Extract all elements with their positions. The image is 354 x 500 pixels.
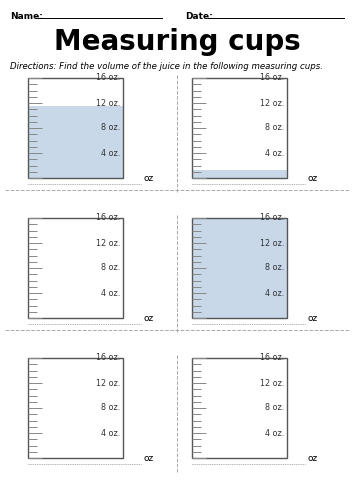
Bar bbox=[192, 218, 287, 318]
Text: oz: oz bbox=[144, 174, 154, 183]
Text: 4 oz.: 4 oz. bbox=[101, 428, 120, 438]
Text: 4 oz.: 4 oz. bbox=[265, 288, 284, 298]
Text: 16 oz.: 16 oz. bbox=[260, 354, 284, 362]
Bar bbox=[28, 358, 123, 458]
Text: 12 oz.: 12 oz. bbox=[96, 378, 120, 388]
Text: 12 oz.: 12 oz. bbox=[96, 238, 120, 248]
Text: 8 oz.: 8 oz. bbox=[265, 404, 284, 412]
Bar bbox=[192, 170, 287, 178]
Text: 16 oz.: 16 oz. bbox=[96, 354, 120, 362]
Text: 8 oz.: 8 oz. bbox=[101, 404, 120, 412]
Text: 12 oz.: 12 oz. bbox=[96, 98, 120, 108]
Text: 12 oz.: 12 oz. bbox=[259, 378, 284, 388]
Text: 4 oz.: 4 oz. bbox=[265, 428, 284, 438]
Text: 8 oz.: 8 oz. bbox=[265, 264, 284, 272]
Bar bbox=[28, 218, 123, 318]
Text: oz: oz bbox=[308, 454, 318, 463]
Text: 4 oz.: 4 oz. bbox=[265, 148, 284, 158]
Text: 16 oz.: 16 oz. bbox=[260, 74, 284, 82]
Text: Date:: Date: bbox=[185, 12, 213, 21]
Text: 4 oz.: 4 oz. bbox=[101, 148, 120, 158]
Text: oz: oz bbox=[308, 314, 318, 323]
Text: oz: oz bbox=[144, 314, 154, 323]
Text: Directions: Find the volume of the juice in the following measuring cups.: Directions: Find the volume of the juice… bbox=[10, 62, 323, 71]
Text: 8 oz.: 8 oz. bbox=[265, 124, 284, 132]
Bar bbox=[192, 358, 287, 458]
Text: 16 oz.: 16 oz. bbox=[96, 214, 120, 222]
Text: Measuring cups: Measuring cups bbox=[53, 28, 301, 56]
Bar bbox=[28, 78, 123, 178]
Bar bbox=[192, 218, 287, 318]
Text: 12 oz.: 12 oz. bbox=[259, 98, 284, 108]
Text: oz: oz bbox=[308, 174, 318, 183]
Text: 16 oz.: 16 oz. bbox=[260, 214, 284, 222]
Text: 12 oz.: 12 oz. bbox=[259, 238, 284, 248]
Text: 16 oz.: 16 oz. bbox=[96, 74, 120, 82]
Text: 4 oz.: 4 oz. bbox=[101, 288, 120, 298]
Text: 8 oz.: 8 oz. bbox=[101, 124, 120, 132]
Bar bbox=[192, 78, 287, 178]
Text: oz: oz bbox=[144, 454, 154, 463]
Bar bbox=[28, 106, 123, 178]
Text: 8 oz.: 8 oz. bbox=[101, 264, 120, 272]
Text: Name:: Name: bbox=[10, 12, 43, 21]
